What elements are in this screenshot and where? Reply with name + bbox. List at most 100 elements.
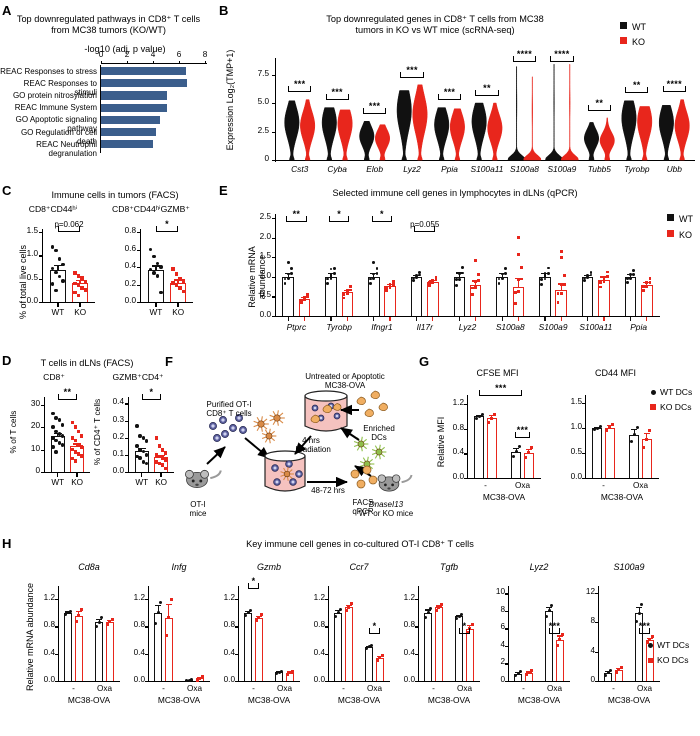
panel-e-point-wt bbox=[290, 272, 293, 276]
panel-e-sig-Ifngr1 bbox=[371, 216, 393, 223]
panel-h-ylabel: Relative mRNA abundance bbox=[25, 582, 35, 692]
data-point-ko bbox=[73, 290, 77, 295]
data-point-ko bbox=[558, 638, 562, 642]
bracket-left bbox=[141, 394, 143, 399]
panel-e-point-wt bbox=[332, 267, 336, 271]
panel-e-gene-label-S100a11: S100a11 bbox=[579, 322, 613, 332]
axis-tick-label-2: 2 bbox=[124, 50, 130, 59]
x-group-label-Oxa: Oxa bbox=[186, 684, 203, 693]
panel-f-caption: OT-I bbox=[190, 500, 206, 509]
data-point-wt bbox=[629, 440, 633, 444]
panel-e-point-ko bbox=[299, 298, 303, 302]
y-tick bbox=[581, 453, 585, 455]
y-tick-label-0.0: 0.0 bbox=[313, 675, 325, 684]
panel-c-title: Immune cells in tumors (FACS) bbox=[51, 190, 179, 200]
panel-b-y-tick bbox=[271, 131, 275, 133]
panel-e-point-wt bbox=[411, 276, 415, 280]
panel-e-x-tick bbox=[646, 317, 648, 321]
data-point-ko bbox=[70, 447, 75, 452]
bracket-right bbox=[521, 390, 523, 395]
error-cap bbox=[75, 610, 82, 612]
panel-e-gene-label-Ppia: Ppia bbox=[630, 322, 647, 332]
panel-e-point-wt bbox=[546, 271, 550, 275]
bracket-right bbox=[177, 226, 179, 231]
y-axis bbox=[328, 586, 330, 681]
data-point-wt bbox=[141, 459, 146, 464]
panel-e-point-wt bbox=[497, 282, 501, 286]
panel-b-gene-label-S100a9: S100a9 bbox=[547, 164, 577, 174]
panel-e-point-ko bbox=[563, 282, 566, 286]
x-axis bbox=[58, 681, 120, 683]
data-point-wt bbox=[609, 668, 613, 672]
violin-shape bbox=[674, 99, 690, 161]
bracket-bar bbox=[587, 109, 612, 111]
data-point-ko bbox=[171, 280, 175, 285]
data-point-ko bbox=[160, 456, 165, 461]
y-axis bbox=[148, 586, 150, 681]
panel-b-gene-label-Ubb: Ubb bbox=[666, 164, 682, 174]
panel-e-point-ko bbox=[477, 279, 481, 283]
panel-f-caption: MC38-OVA bbox=[324, 381, 366, 390]
panel-b-gene-label-S100a8: S100a8 bbox=[510, 164, 539, 174]
bracket-right bbox=[610, 104, 612, 110]
data-point-ko bbox=[487, 420, 491, 424]
x-tick bbox=[155, 303, 157, 307]
panel-e-point-ko bbox=[391, 283, 395, 286]
bracket-left bbox=[368, 627, 370, 633]
panel-e-error-bar bbox=[560, 283, 562, 290]
error-bar bbox=[79, 280, 81, 284]
bracket-left bbox=[458, 627, 460, 633]
data-point-ko bbox=[195, 678, 199, 682]
x-group-label--: - bbox=[72, 684, 75, 693]
data-point-wt bbox=[640, 603, 644, 607]
panel-e-point-wt bbox=[589, 273, 593, 277]
panel-a-title-line1: Top downregulated pathways in CD8⁺ T cel… bbox=[16, 14, 201, 24]
panel-g: G Relative MFI WT DCs KO DCs CFSE MFI 1.2 0… bbox=[415, 352, 700, 527]
bracket-right bbox=[647, 87, 649, 93]
data-point-wt bbox=[604, 674, 608, 678]
panel-e-point-ko bbox=[391, 280, 395, 284]
y-tick bbox=[40, 449, 44, 451]
violin-shape bbox=[599, 117, 615, 161]
sig-label: * bbox=[462, 620, 467, 631]
coculture-well-icon bbox=[264, 450, 306, 492]
y-tick-label-0.8: 0.8 bbox=[403, 620, 415, 630]
y-tick-label-1.5: 1.5 bbox=[26, 226, 38, 235]
y-tick bbox=[54, 681, 58, 683]
x-axis-title: MC38-OVA bbox=[607, 695, 651, 705]
panel-e-y-tick bbox=[271, 276, 275, 278]
panel-b-y-tick bbox=[271, 160, 275, 162]
sig-label: **** bbox=[554, 48, 570, 59]
panel-e: E Selected immune cell genes in lymphocy… bbox=[215, 182, 700, 347]
panel-e-point-ko bbox=[474, 286, 478, 290]
data-point-ko bbox=[154, 459, 159, 464]
bracket-left bbox=[286, 216, 288, 221]
y-tick-label-10: 10 bbox=[30, 443, 40, 453]
bracket-right bbox=[79, 226, 81, 231]
panel-e-point-ko bbox=[602, 275, 606, 279]
panel-e-point-wt bbox=[372, 272, 376, 276]
data-point-ko bbox=[83, 288, 88, 292]
panel-e-sig-Il17r bbox=[414, 226, 435, 233]
x-tick bbox=[57, 473, 59, 477]
panel-e-point-ko bbox=[342, 292, 346, 296]
panel-e-bar-S100a8-KO bbox=[512, 286, 525, 316]
panel-e-point-wt bbox=[540, 283, 544, 287]
error-bar bbox=[98, 618, 100, 623]
panel-f-caption: CD8⁺ T cells bbox=[206, 409, 252, 418]
data-point-wt bbox=[155, 261, 160, 266]
panel-e-point-ko bbox=[559, 291, 563, 295]
error-bar bbox=[491, 415, 493, 419]
y-tick-label-0.5: 0.5 bbox=[26, 272, 38, 282]
panel-e-y-tick-label-0.0: 0.0 bbox=[259, 310, 271, 319]
panel-e-bar-Lyz2-KO bbox=[469, 285, 482, 316]
data-point-ko bbox=[169, 598, 173, 602]
panel-e-point-wt bbox=[283, 277, 287, 281]
x-tick-6 bbox=[179, 61, 180, 64]
x-tick-label-KO: KO bbox=[155, 478, 168, 487]
violin-shape bbox=[359, 121, 375, 161]
x-axis-title: MC38-OVA bbox=[337, 695, 381, 705]
y-tick-label-8: 8 bbox=[500, 604, 505, 614]
panel-b-y-axis bbox=[275, 58, 277, 162]
data-point-ko bbox=[349, 602, 353, 606]
